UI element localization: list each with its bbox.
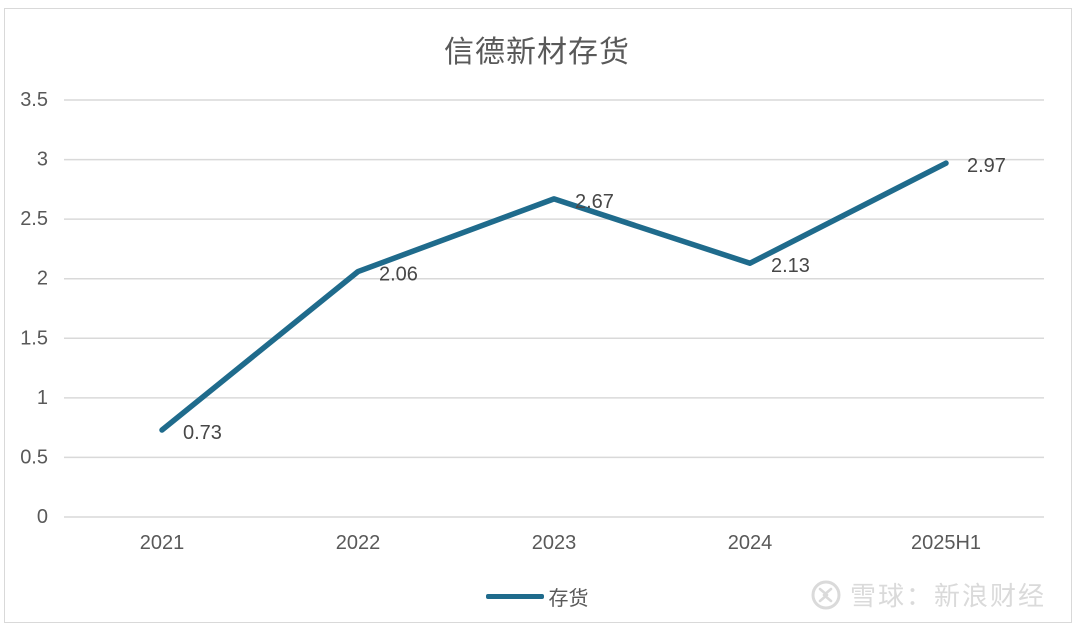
- y-tick-label: 3: [37, 149, 48, 171]
- y-tick-label: 2.5: [20, 208, 48, 230]
- legend-label: 存货: [548, 588, 589, 610]
- x-tick-label: 2025H1: [911, 532, 981, 554]
- watermark-text: 雪球：新浪财经: [849, 581, 1046, 611]
- data-label: 2.97: [967, 155, 1006, 177]
- y-tick-label: 1.5: [20, 327, 48, 349]
- data-label: 2.67: [575, 191, 614, 213]
- data-label: 2.13: [771, 255, 810, 277]
- y-tick-label: 2: [37, 268, 48, 290]
- y-tick-label: 3.5: [20, 89, 48, 111]
- legend: 存货: [0, 582, 1074, 611]
- data-label: 0.73: [183, 422, 222, 444]
- watermark: 雪球：新浪财经: [810, 576, 1046, 613]
- xueqiu-logo-icon: [811, 580, 841, 609]
- y-tick-label: 0: [37, 506, 48, 528]
- y-tick-label: 0.5: [20, 446, 48, 468]
- x-tick-label: 2021: [140, 532, 185, 554]
- x-tick-label: 2023: [532, 532, 577, 554]
- x-tick-label: 2024: [728, 532, 773, 554]
- series-line-inventory: [159, 160, 949, 433]
- y-tick-label: 1: [37, 387, 48, 409]
- legend-line-swatch: [485, 594, 544, 599]
- x-tick-label: 2022: [336, 532, 381, 554]
- chart-title: 信德新材存货: [444, 36, 630, 69]
- data-label: 2.06: [379, 264, 418, 286]
